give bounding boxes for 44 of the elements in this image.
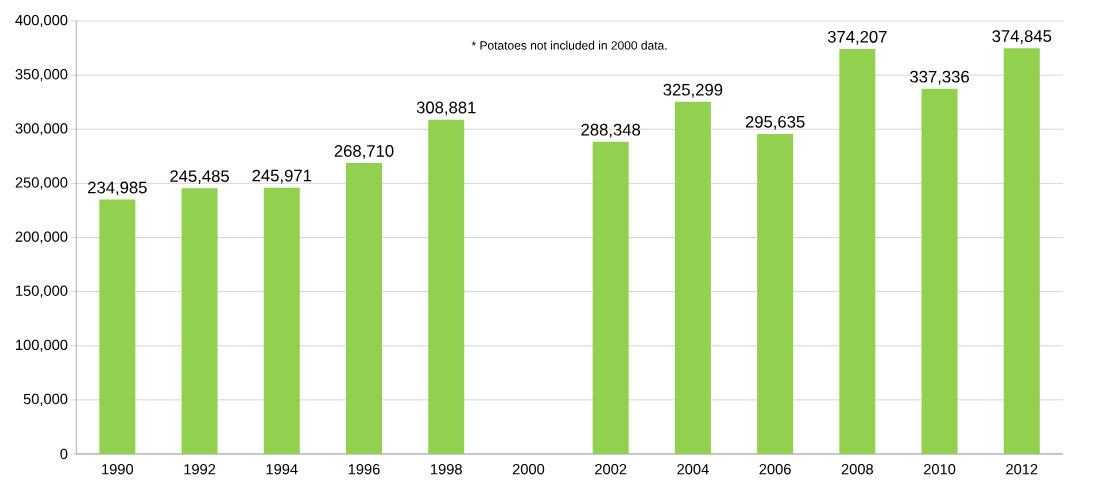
y-tick-label: 350,000 xyxy=(15,69,68,82)
bar xyxy=(428,119,465,454)
data-label: 288,348 xyxy=(581,123,641,138)
data-label: 234,985 xyxy=(88,181,147,196)
y-tick-label: 100,000 xyxy=(16,339,68,352)
annotation: * Potatoes not included in 2000 data. xyxy=(471,40,667,50)
y-tick-label: 250,000 xyxy=(15,177,68,190)
bar xyxy=(757,133,794,454)
x-tick-label: 1996 xyxy=(348,464,380,475)
data-label: 295,635 xyxy=(745,115,805,130)
bar xyxy=(346,163,383,454)
data-label: 245,971 xyxy=(252,169,312,184)
bar xyxy=(921,88,958,454)
y-tick-label: 0 xyxy=(60,448,68,460)
data-label: 374,207 xyxy=(827,30,887,45)
data-label: 268,710 xyxy=(334,145,394,159)
bar xyxy=(1003,48,1040,454)
x-tick-label: 2000 xyxy=(512,464,545,475)
x-tick-label: 2010 xyxy=(923,464,956,475)
data-label: 325,299 xyxy=(663,83,723,98)
x-tick-label: 2004 xyxy=(677,464,709,475)
x-tick-label: 2012 xyxy=(1006,464,1038,475)
y-tick-label: 50,000 xyxy=(23,393,68,406)
y-tick-label: 300,000 xyxy=(15,123,68,136)
bar xyxy=(181,188,218,454)
data-label: 337,336 xyxy=(910,70,969,85)
y-tick-label: 150,000 xyxy=(16,285,68,298)
x-tick-label: 2006 xyxy=(759,464,791,475)
bar xyxy=(592,141,629,454)
x-tick-label: 2008 xyxy=(841,464,873,475)
bar xyxy=(839,48,876,454)
x-tick-label: 1992 xyxy=(184,464,216,475)
y-tick-label: 200,000 xyxy=(15,231,68,244)
y-tick-label: 400,000 xyxy=(15,14,68,28)
bar xyxy=(99,199,136,454)
x-tick-label: 2002 xyxy=(595,464,627,475)
x-tick-label: 1998 xyxy=(431,464,462,475)
x-tick-label: 1990 xyxy=(102,464,134,475)
bar xyxy=(674,101,711,454)
data-label: 245,485 xyxy=(170,170,229,184)
bar xyxy=(263,187,300,454)
x-tick-label: 1994 xyxy=(266,464,298,475)
data-label: 374,845 xyxy=(992,30,1052,44)
data-label: 308,881 xyxy=(416,101,476,116)
